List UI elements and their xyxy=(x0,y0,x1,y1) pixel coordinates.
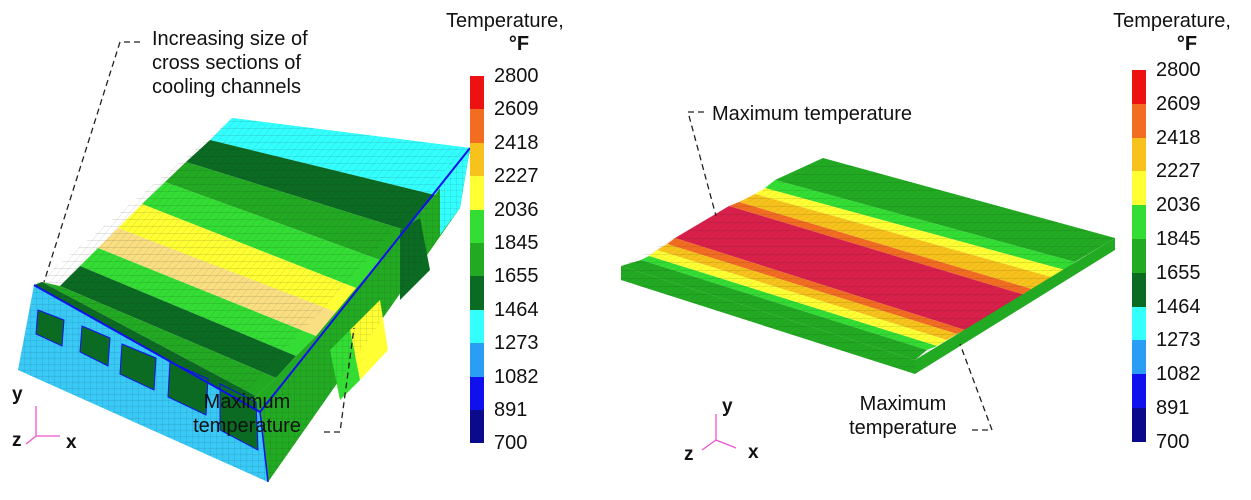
colorbar-segment xyxy=(1132,137,1146,172)
callout-line: temperature xyxy=(849,417,957,439)
colorbar-segment xyxy=(1132,103,1146,138)
colorbar-tick-label: 1655 xyxy=(494,265,539,288)
left-callout-bottom-text: Maximum temperature xyxy=(172,390,322,438)
colorbar-segment xyxy=(1132,306,1146,341)
axis-label-y: y xyxy=(722,396,733,417)
callout-line: Increasing size of xyxy=(152,28,308,50)
left-callout-bottom-leader xyxy=(324,327,355,433)
callout-line: temperature xyxy=(193,415,301,437)
colorbar-segment xyxy=(470,109,484,143)
right-panel-model xyxy=(621,158,1115,374)
colorbar-tick-label: 891 xyxy=(494,399,528,421)
colorbar-segment xyxy=(1132,374,1146,408)
colorbar-segment xyxy=(1132,171,1146,206)
colorbar-segment xyxy=(1132,239,1146,273)
colorbar-tick-label: 2036 xyxy=(1156,194,1201,217)
right-callout-top-text: Maximum temperature xyxy=(712,103,913,125)
colorbar-tick-label: 2227 xyxy=(494,165,539,188)
colorbar-tick-label: 2418 xyxy=(494,131,539,154)
colorbar-segment xyxy=(1132,272,1146,307)
colorbar-tick-label: 1845 xyxy=(1156,228,1201,250)
left-callout-top-text: Increasing size of cross sections of coo… xyxy=(152,27,362,99)
left-panel-model xyxy=(18,118,471,483)
callout-line: Maximum xyxy=(203,391,291,413)
colorbar-segment xyxy=(470,76,484,110)
colorbar-tick-label: 700 xyxy=(494,432,528,455)
left-axis-triad xyxy=(25,406,60,445)
colorbar-segment xyxy=(1132,70,1146,104)
axis-label-y: y xyxy=(12,384,23,405)
axis-label-z: z xyxy=(12,430,22,451)
colorbar-segment xyxy=(470,176,484,210)
colorbar-segment xyxy=(470,343,484,377)
legend-title-line: Temperature, xyxy=(1113,10,1231,32)
colorbar-tick-label: 2609 xyxy=(1156,92,1201,115)
colorbar-tick-label: 1082 xyxy=(1156,363,1201,386)
colorbar-tick-label: 2227 xyxy=(1156,160,1201,183)
colorbar-tick-label: 2800 xyxy=(494,65,539,87)
colorbar-tick-label: 1273 xyxy=(1156,329,1201,352)
axis-label-x: x xyxy=(748,442,759,463)
right-callout-bottom-leader xyxy=(959,343,993,431)
right-callout-top-leader xyxy=(687,111,717,217)
colorbar-tick-label: 2609 xyxy=(494,98,539,121)
colorbar-tick-label: 1273 xyxy=(494,332,539,355)
colorbar-tick-label: 1655 xyxy=(1156,261,1201,284)
right-callout-bottom-text: Maximum temperature xyxy=(828,392,978,440)
left-legend-title: Temperature, °F xyxy=(446,10,564,56)
colorbar-tick-label: 1082 xyxy=(494,365,539,388)
colorbar-segment xyxy=(1132,205,1146,239)
legend-title-line: °F xyxy=(1176,33,1198,55)
colorbar-segment xyxy=(470,410,484,444)
colorbar-segment xyxy=(470,243,484,277)
colorbar-tick-label: 2800 xyxy=(1156,59,1201,81)
colorbar-segment xyxy=(1132,340,1146,375)
legend-title-line: °F xyxy=(508,33,530,55)
colorbar-segment xyxy=(470,209,484,243)
right-legend-title: Temperature, °F xyxy=(1112,10,1232,56)
axis-label-x: x xyxy=(66,432,77,453)
callout-line: cooling channels xyxy=(152,76,301,98)
left-callout-top-leader xyxy=(43,41,140,283)
colorbar-tick-label: 1464 xyxy=(1156,295,1201,318)
colorbar-tick-label: 700 xyxy=(1156,430,1190,453)
callout-line: Maximum xyxy=(859,393,947,415)
callout-line: cross sections of xyxy=(152,52,301,74)
colorbar-tick-label: 891 xyxy=(1156,397,1190,419)
axis-label-z: z xyxy=(684,444,694,465)
colorbar-segment xyxy=(470,376,484,410)
colorbar-tick-label: 1845 xyxy=(494,232,539,254)
colorbar-tick-label: 1464 xyxy=(494,298,539,321)
colorbar-segment xyxy=(470,142,484,177)
colorbar-tick-label: 2036 xyxy=(494,198,539,221)
colorbar-tick-label: 2418 xyxy=(1156,126,1201,149)
colorbar-segment xyxy=(1132,408,1146,442)
right-axis-triad xyxy=(701,414,737,451)
colorbar-segment xyxy=(470,309,484,344)
colorbar-segment xyxy=(470,276,484,310)
legend-title-line: Temperature, xyxy=(446,10,564,32)
